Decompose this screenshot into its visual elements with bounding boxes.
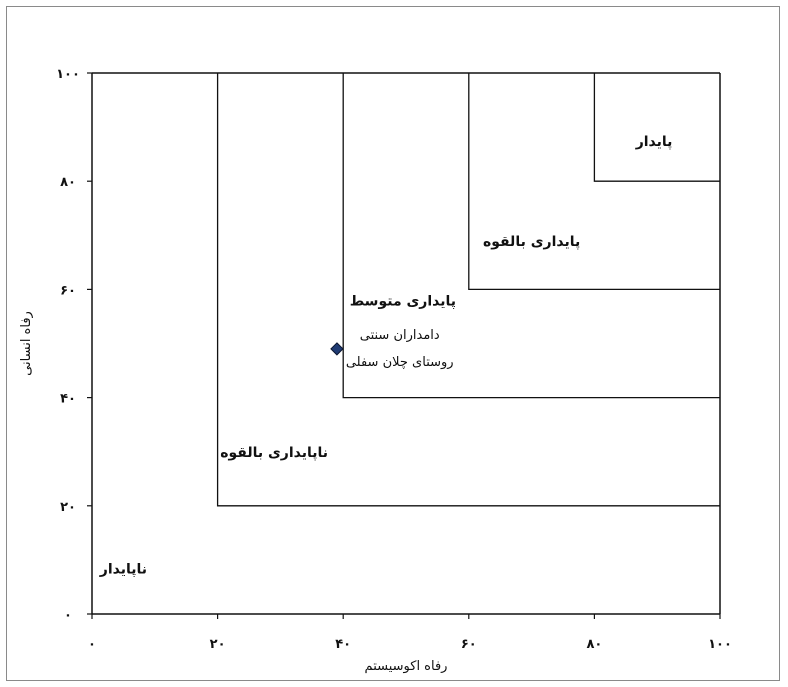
region-boundaries bbox=[216, 73, 720, 507]
x-tick-label: ۸۰ bbox=[586, 637, 602, 652]
x-tick-label: ۲۰ bbox=[210, 637, 226, 652]
region-label: پایداری بالقوه bbox=[483, 234, 580, 250]
region-boundary bbox=[593, 73, 720, 182]
chart-frame bbox=[6, 6, 780, 681]
region-label: ناپایدار bbox=[99, 561, 147, 577]
x-tick-label: ۶۰ bbox=[461, 637, 477, 652]
y-tick-label: ۰ bbox=[64, 608, 72, 623]
region-boundary bbox=[342, 73, 720, 399]
y-tick-label: ۸۰ bbox=[60, 175, 76, 190]
x-tick-label: ۰ bbox=[88, 637, 96, 652]
region-label: پایدار bbox=[635, 134, 673, 150]
axes bbox=[91, 72, 721, 615]
data-point bbox=[330, 342, 344, 356]
point-label: دامداران سنتی bbox=[360, 328, 440, 343]
point-label: روستای چلان سفلی bbox=[346, 355, 454, 370]
y-tick-label: ۲۰ bbox=[60, 500, 76, 515]
data-points: دامداران سنتی روستای چلان سفلی bbox=[330, 328, 454, 370]
y-tick-label: ۴۰ bbox=[60, 392, 76, 407]
y-axis-title: رفاه انسانی bbox=[19, 311, 34, 376]
x-tick-label: ۴۰ bbox=[335, 637, 351, 652]
region-label: پایداری متوسط bbox=[350, 294, 456, 310]
x-tick-label: ۱۰۰ bbox=[708, 637, 732, 652]
tick-marks: ۰ ۰ ۲۰ ۲۰ ۴۰ ۴۰ ۶۰ ۶۰ ۸۰ ۸۰ ۱۰۰ ۱۰۰ bbox=[56, 67, 732, 652]
region-boundary bbox=[468, 73, 720, 291]
x-axis-title: رفاه اکوسیستم bbox=[365, 659, 448, 674]
region-label: ناپایداری بالقوه bbox=[220, 445, 328, 461]
region-boundary bbox=[216, 73, 720, 507]
region-labels: ناپایدار ناپایداری بالقوه پایداری متوسط پای… bbox=[99, 134, 673, 577]
y-tick-label: ۶۰ bbox=[60, 283, 76, 298]
y-tick-label: ۱۰۰ bbox=[56, 67, 80, 82]
